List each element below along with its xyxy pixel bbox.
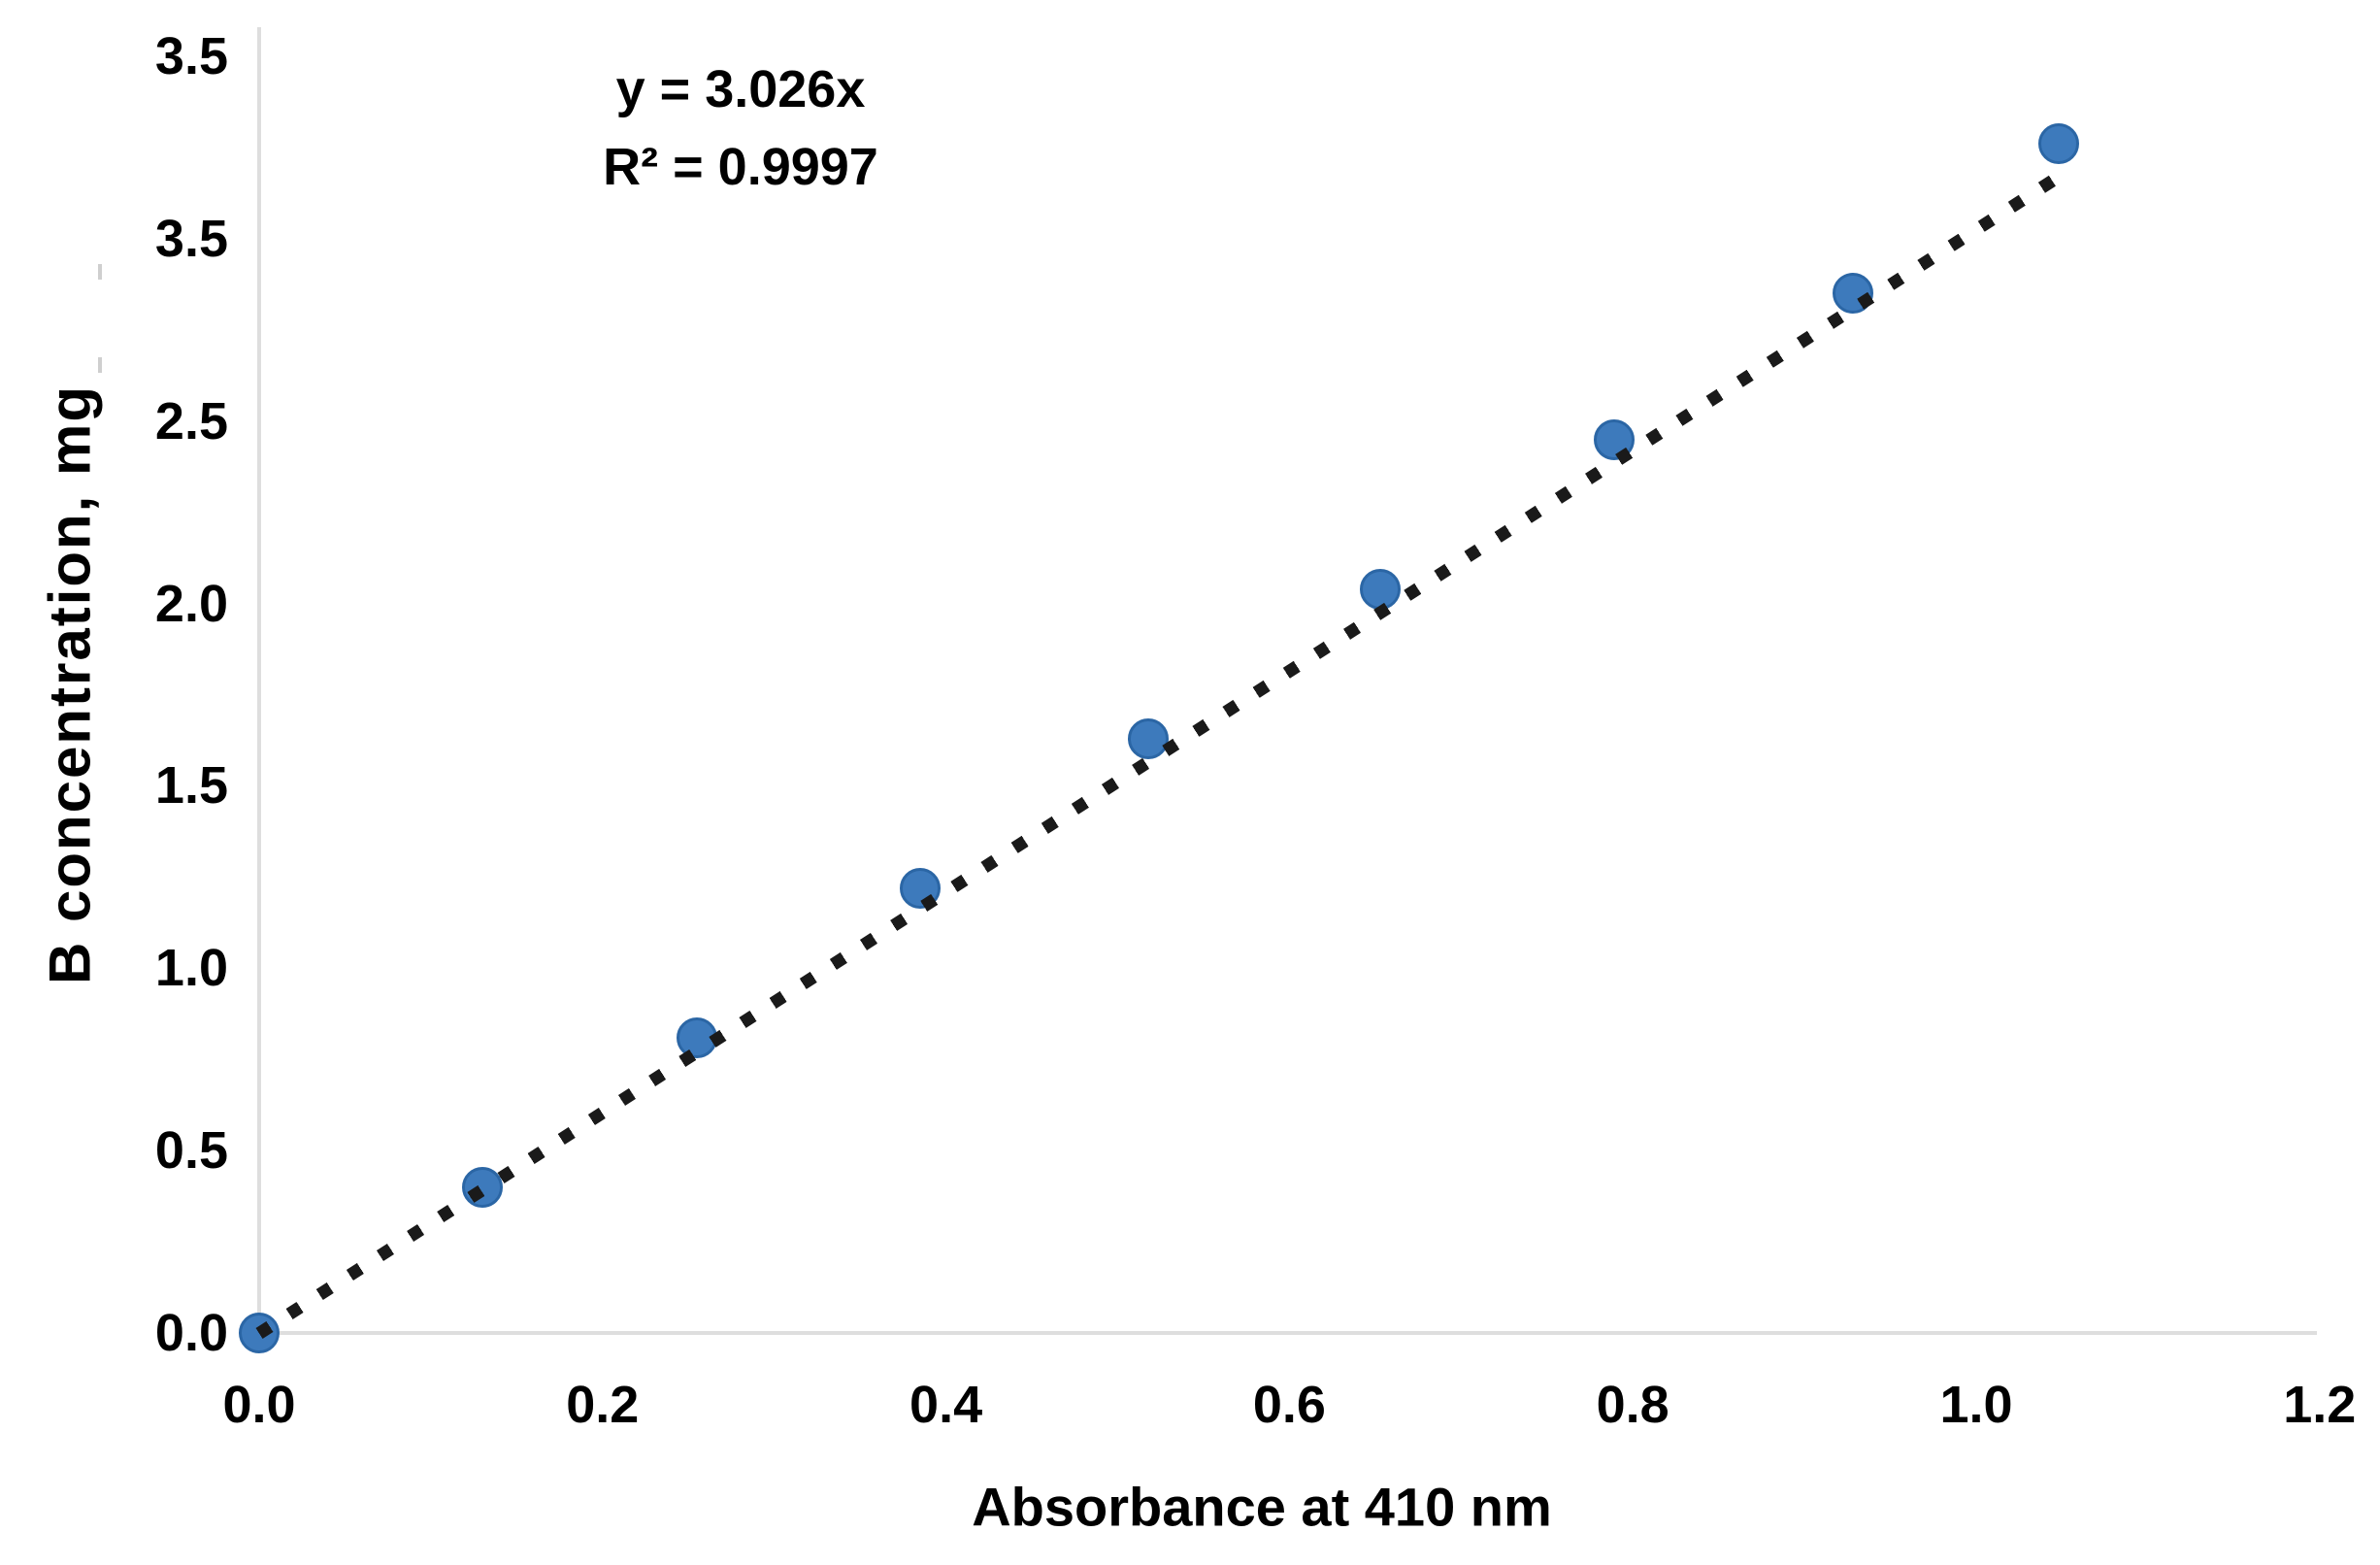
x-axis-tick-label: 0.2 bbox=[566, 1376, 640, 1434]
x-axis-title: Absorbance at 410 nm bbox=[972, 1476, 1552, 1538]
x-axis-tick-label: 0.4 bbox=[909, 1376, 983, 1434]
y-axis-tick-label: 3.5 bbox=[154, 209, 228, 268]
y-axis-tick-label: 2.0 bbox=[154, 574, 228, 633]
x-axis-tick-label: 1.0 bbox=[1939, 1376, 2013, 1434]
equation-text: y = 3.026x bbox=[615, 60, 866, 118]
scatter-point bbox=[2037, 123, 2079, 165]
y-axis-title: B concentration, mg bbox=[37, 383, 103, 985]
y-axis-tick-label: 0.0 bbox=[154, 1304, 228, 1362]
x-axis-tick-label: 0.0 bbox=[222, 1376, 296, 1434]
y-axis-tick-label: 3.5 bbox=[154, 27, 228, 86]
y-axis-tick-label: 1.5 bbox=[154, 756, 228, 816]
x-axis-tick-label: 1.2 bbox=[2283, 1376, 2357, 1434]
x-axis-tick-label: 0.8 bbox=[1596, 1376, 1669, 1434]
x-axis-line bbox=[257, 1331, 2317, 1335]
dotted-trendline bbox=[255, 163, 2074, 1339]
x-axis-tick-label: 0.6 bbox=[1252, 1376, 1326, 1434]
y-axis-tick-label: 1.0 bbox=[154, 939, 228, 998]
scan-artifact-mark bbox=[98, 357, 102, 373]
trendline-annotation: y = 3.026x R² = 0.9997 bbox=[603, 50, 878, 206]
y-axis-line bbox=[257, 27, 261, 1335]
y-axis-tick-label: 0.5 bbox=[154, 1121, 228, 1181]
r-squared-text: R² = 0.9997 bbox=[603, 138, 878, 196]
y-axis-tick-label: 2.5 bbox=[154, 391, 228, 450]
scan-artifact-mark bbox=[98, 264, 102, 280]
